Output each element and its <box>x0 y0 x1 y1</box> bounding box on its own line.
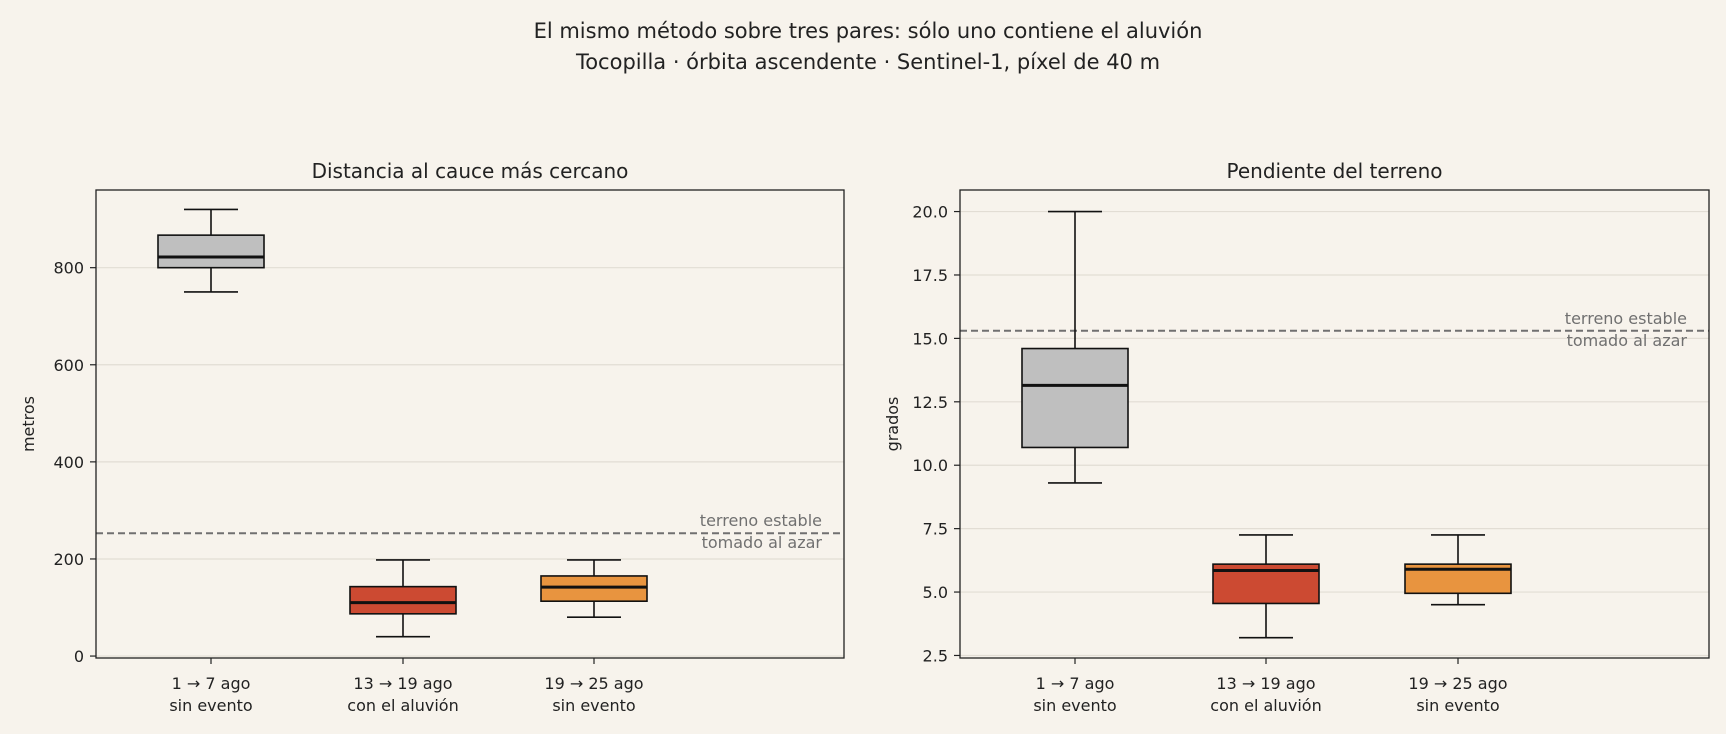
plot-frame <box>95 189 845 659</box>
y-tick-label: 15.0 <box>912 329 948 348</box>
x-tick-label-line2: sin evento <box>1033 696 1116 715</box>
figure-title-line1: El mismo método sobre tres pares: sólo u… <box>534 19 1203 43</box>
reference-label-line1: terreno estable <box>1565 309 1687 328</box>
x-tick-label-line1: 13 → 19 ago <box>353 674 452 693</box>
y-axis-label: grados <box>883 397 902 452</box>
x-tick-label-line2: con el aluvión <box>347 696 458 715</box>
figure-title-line2: Tocopilla · órbita ascendente · Sentinel… <box>575 50 1160 74</box>
y-tick-label: 600 <box>53 356 84 375</box>
panel-slope: 2.5 5.0 7.5 10.0 12.5 15.0 17.5 20.0 terreno est… <box>883 159 1710 715</box>
x-tick-label-line2: con el aluvión <box>1210 696 1321 715</box>
x-tick-label-line1: 1 → 7 ago <box>172 674 251 693</box>
y-tick-label: 0 <box>74 647 84 666</box>
plot-frame <box>959 189 1710 659</box>
y-tick-label: 20.0 <box>912 203 948 222</box>
y-tick-label: 2.5 <box>923 646 948 665</box>
panel-title: Distancia al cauce más cercano <box>312 159 629 183</box>
box <box>1021 347 1129 449</box>
y-tick-label: 12.5 <box>912 393 948 412</box>
box <box>157 234 265 269</box>
y-tick-label: 5.0 <box>923 583 948 602</box>
y-tick-label: 800 <box>53 259 84 278</box>
x-tick-label-line2: sin evento <box>1416 696 1499 715</box>
x-tick-label-line2: sin evento <box>552 696 635 715</box>
y-tick-label: 7.5 <box>923 520 948 539</box>
y-tick-label: 10.0 <box>912 456 948 475</box>
reference-label-line2: tomado al azar <box>1567 331 1688 350</box>
reference-label-line1: terreno estable <box>700 511 822 530</box>
y-tick-label: 17.5 <box>912 266 948 285</box>
reference-label-line2: tomado al azar <box>702 533 823 552</box>
x-tick-label-line1: 19 → 25 ago <box>1408 674 1507 693</box>
x-tick-label-line1: 1 → 7 ago <box>1036 674 1115 693</box>
box <box>349 585 457 615</box>
x-tick-label-line1: 13 → 19 ago <box>1216 674 1315 693</box>
y-tick-label: 400 <box>53 453 84 472</box>
y-axis-label: metros <box>19 396 38 452</box>
x-tick-label-line2: sin evento <box>169 696 252 715</box>
x-tick-label-line1: 19 → 25 ago <box>544 674 643 693</box>
panel-title: Pendiente del terreno <box>1227 159 1443 183</box>
panel-distance: 0 200 400 600 800 terreno estable tomado al az… <box>19 159 845 715</box>
y-tick-label: 200 <box>53 550 84 569</box>
